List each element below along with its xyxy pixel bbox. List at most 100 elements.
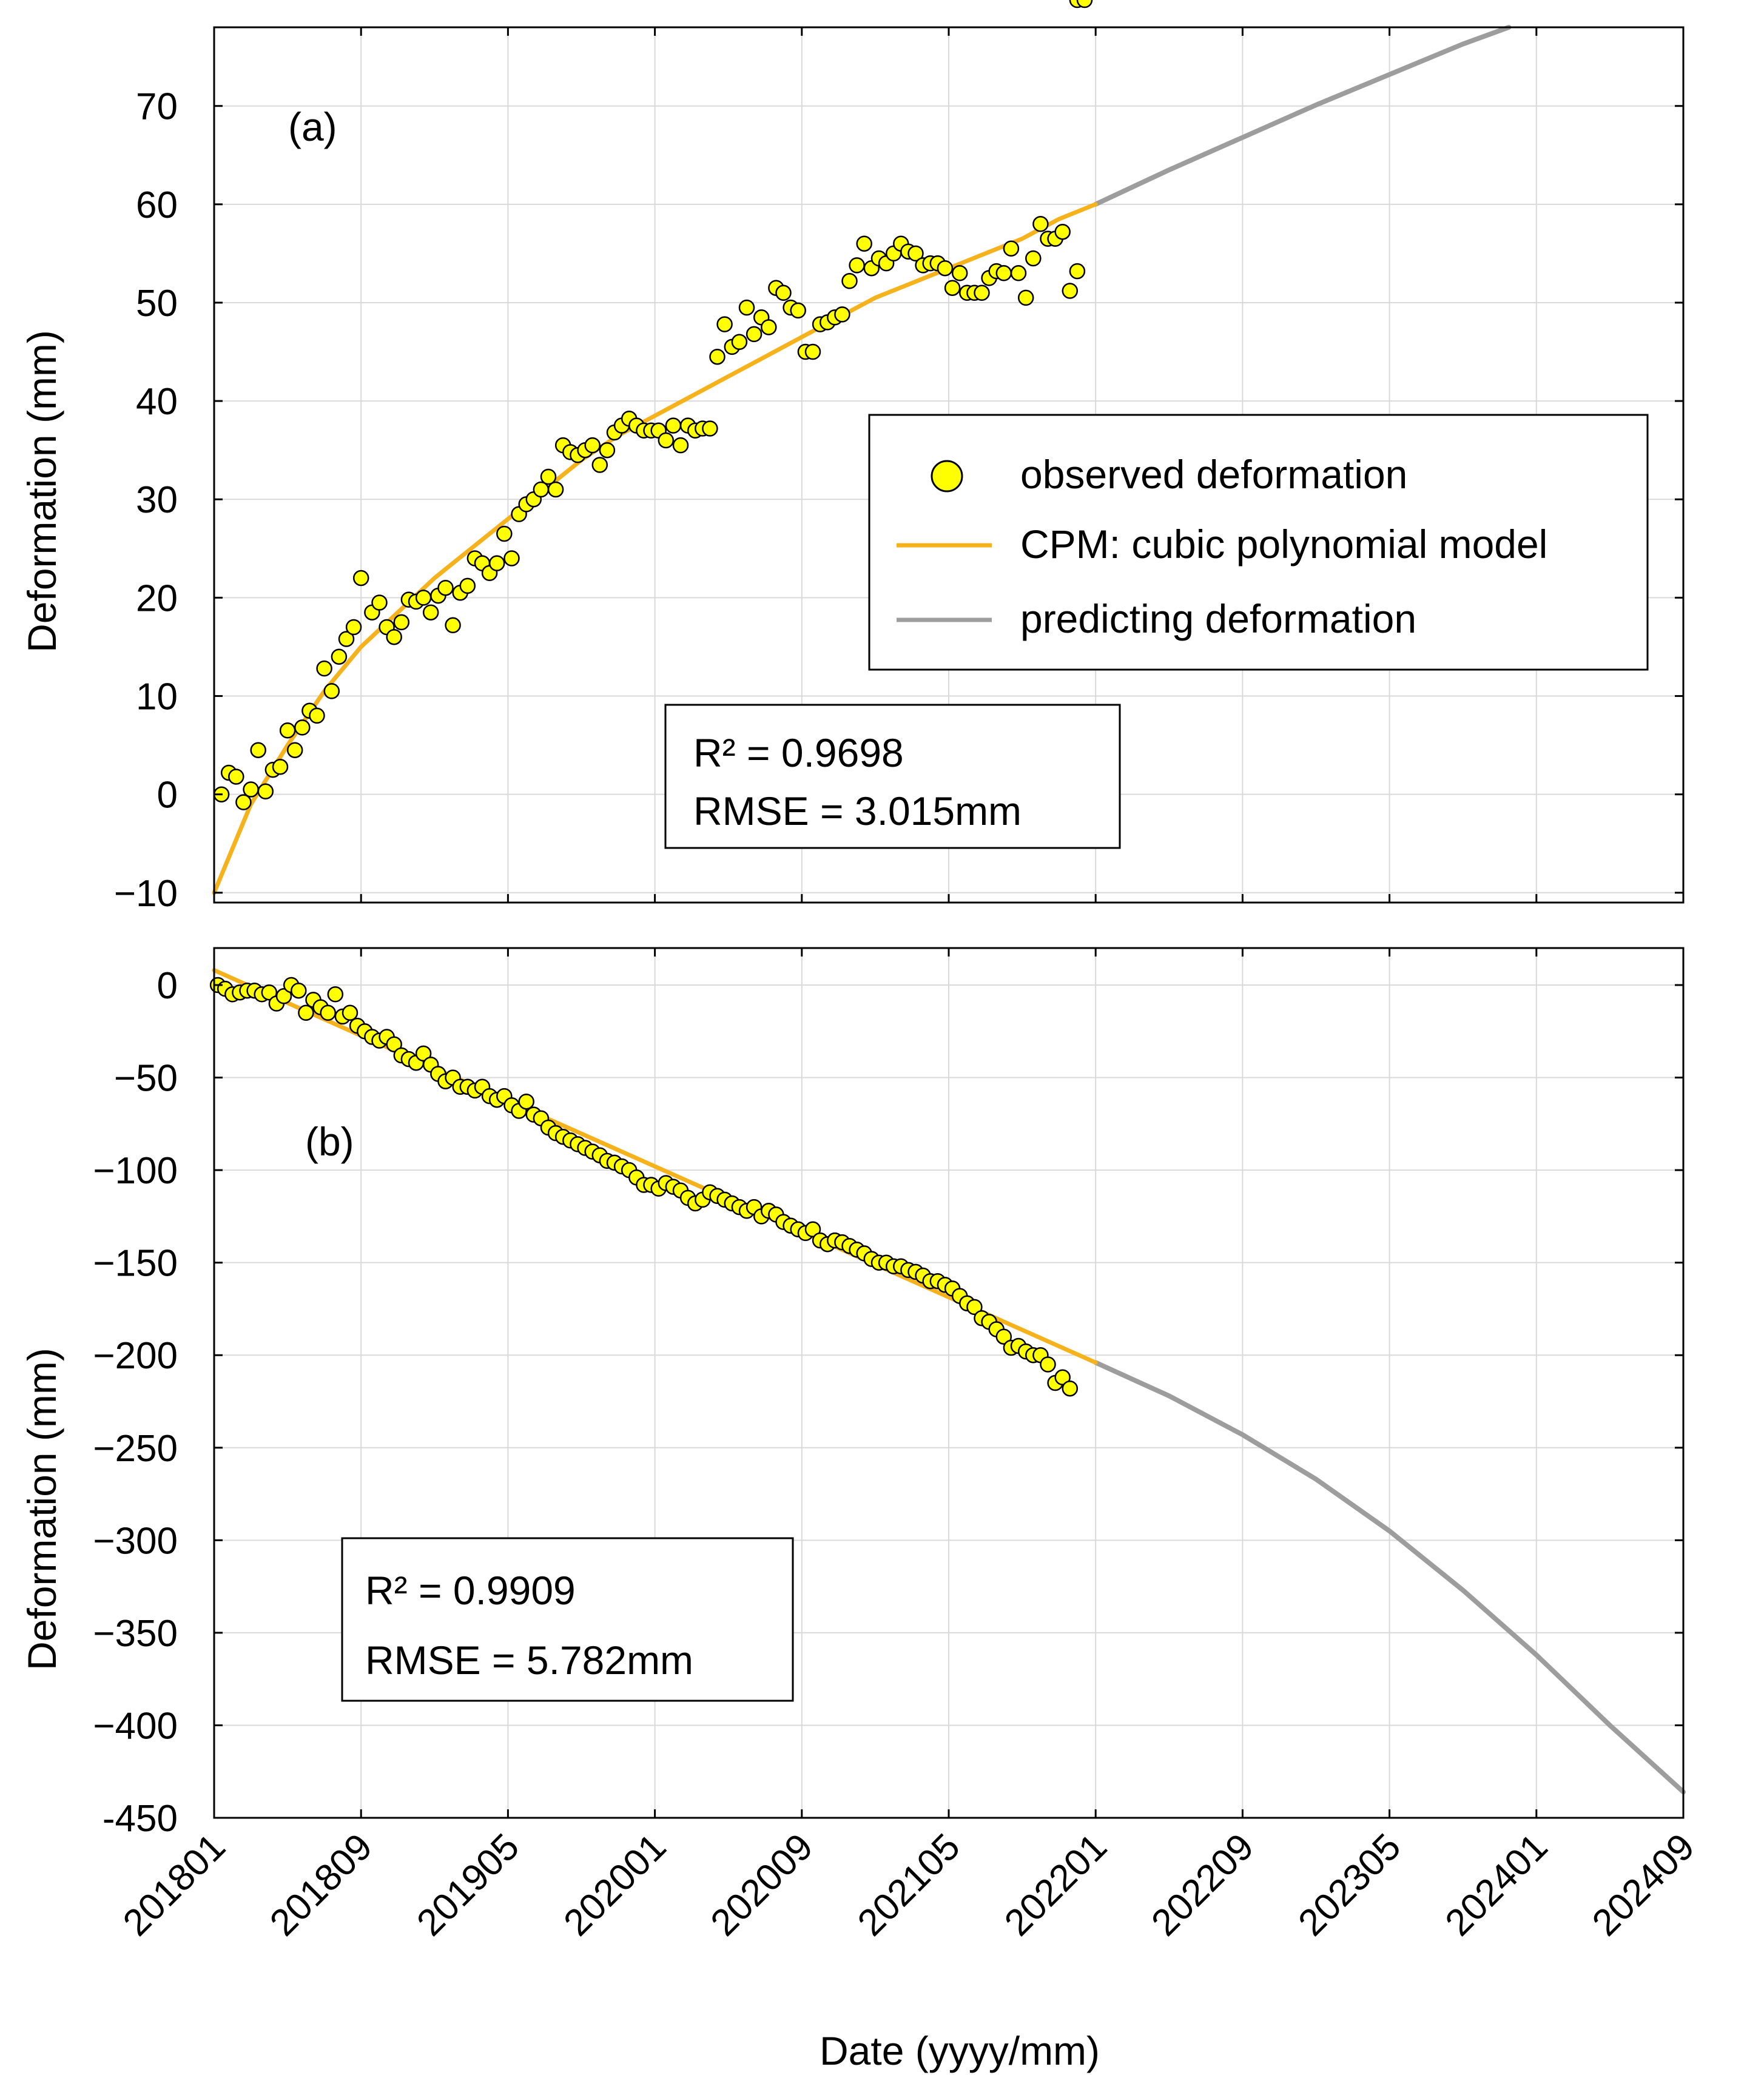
observed-point	[804, 1221, 821, 1238]
observed-point	[702, 420, 718, 437]
observed-point	[547, 481, 564, 498]
observed-point	[907, 245, 924, 262]
y-tick-label: −300	[93, 1520, 178, 1562]
panel-b: 0−50−100−150−200−250−300−350−400-450 (b)…	[19, 0, 1686, 1840]
x-tick-label: 202001	[556, 1826, 674, 1944]
observed-point	[518, 1093, 534, 1110]
observed-point	[415, 590, 432, 606]
observed-point	[352, 570, 369, 587]
observed-point	[1032, 216, 1049, 232]
observed-point	[1054, 223, 1071, 240]
x-tick-label: 202409	[1584, 1826, 1703, 1944]
legend-observed-marker	[931, 460, 963, 493]
observed-point	[316, 660, 332, 677]
observed-point	[1062, 283, 1079, 299]
observed-point	[496, 525, 513, 542]
panel-a-y-axis-title: Deformation (mm)	[19, 330, 64, 653]
observed-point	[1069, 263, 1086, 280]
observed-point	[944, 280, 961, 296]
observed-point	[841, 273, 858, 289]
observed-point	[995, 265, 1012, 281]
panel-a-x-ticks	[213, 27, 1685, 903]
observed-point	[1040, 1356, 1056, 1373]
legend-box	[868, 414, 1649, 671]
y-tick-label: 70	[136, 86, 178, 128]
observed-point	[974, 284, 990, 301]
y-tick-label: 20	[136, 577, 178, 619]
y-tick-label: −400	[93, 1705, 178, 1747]
observed-point	[250, 742, 266, 758]
x-tick-label: 202401	[1438, 1826, 1556, 1944]
observed-point	[294, 719, 311, 736]
observed-point	[995, 1328, 1012, 1345]
x-tick-label: 202201	[997, 1826, 1115, 1944]
observed-point	[437, 579, 454, 596]
legend-observed-label: observed deformation	[1020, 452, 1407, 497]
x-axis-title: Date (yyyy/mm)	[820, 2028, 1100, 2073]
panel-b-stats-box	[341, 1537, 794, 1702]
observed-point	[937, 260, 954, 277]
panel-b-x-ticks	[213, 948, 1685, 1818]
observed-point	[503, 550, 520, 567]
observed-point	[1003, 240, 1020, 257]
y-tick-label: -450	[103, 1798, 178, 1840]
observed-point	[1010, 265, 1027, 281]
x-tick-label: 201809	[262, 1826, 380, 1944]
legend: observed deformation CPM: cubic polynomi…	[868, 414, 1649, 671]
x-tick-label: 202209	[1143, 1826, 1262, 1944]
x-tick-label: 201801	[115, 1826, 234, 1944]
prediction-line	[1093, 25, 1512, 207]
observed-point	[243, 781, 259, 798]
panel-b-rmse: RMSE = 5.782mm	[365, 1638, 693, 1683]
observed-point	[672, 437, 689, 454]
legend-cpm-label: CPM: cubic polynomial model	[1020, 522, 1547, 567]
observed-point	[445, 617, 461, 634]
y-tick-label: 40	[136, 381, 178, 423]
observed-point	[775, 284, 792, 301]
observed-point	[709, 348, 725, 365]
y-tick-label: −100	[93, 1150, 178, 1192]
observed-point	[323, 683, 340, 699]
observed-point	[228, 768, 244, 785]
observed-point	[746, 326, 762, 343]
observed-point	[540, 468, 557, 485]
y-tick-label: −200	[93, 1335, 178, 1377]
y-tick-label: 10	[136, 676, 178, 718]
y-tick-label: −10	[114, 873, 178, 915]
y-tick-label: 0	[157, 965, 178, 1007]
observed-point	[716, 316, 733, 332]
observed-point	[790, 302, 806, 319]
observed-point	[298, 1004, 314, 1021]
observed-point	[599, 442, 616, 459]
observed-point	[804, 343, 821, 360]
observed-point	[856, 235, 872, 252]
panel-a-y-ticks: −10 0 10 20 30 40 50 60 70	[114, 86, 1683, 915]
observed-point	[338, 631, 355, 647]
y-tick-label: 50	[136, 283, 178, 325]
panel-b-observed-points	[209, 0, 1093, 1397]
panel-a-label: (a)	[288, 104, 337, 149]
observed-point	[665, 417, 682, 434]
observed-point	[275, 988, 292, 1004]
panel-a-prediction-group	[1093, 25, 1512, 207]
legend-prediction-label: predicting deformation	[1020, 596, 1416, 641]
observed-point	[761, 319, 777, 335]
observed-point	[291, 982, 307, 999]
x-axis-tick-labels: 201801 201809 201905 202001 202009 202105 2022…	[115, 1826, 1703, 1944]
observed-point	[738, 299, 755, 316]
panel-a-observed-points	[213, 216, 1086, 810]
panel-b-label: (b)	[305, 1119, 354, 1164]
observed-point	[488, 555, 505, 571]
observed-point	[1054, 1369, 1071, 1386]
panel-b-stats: R² = 0.9909 RMSE = 5.782mm	[341, 1537, 794, 1702]
observed-point	[1062, 1380, 1079, 1397]
panel-b-y-ticks: 0 −50 −100 −150 −200 −250 −300 −350 −400 -450	[93, 965, 1683, 1840]
observed-point	[415, 1045, 432, 1062]
observed-point	[235, 794, 252, 810]
observed-point	[371, 594, 388, 611]
observed-point	[331, 648, 348, 665]
panel-a-rmse: RMSE = 3.015mm	[693, 789, 1022, 833]
panel-b-grid	[214, 948, 1683, 1818]
